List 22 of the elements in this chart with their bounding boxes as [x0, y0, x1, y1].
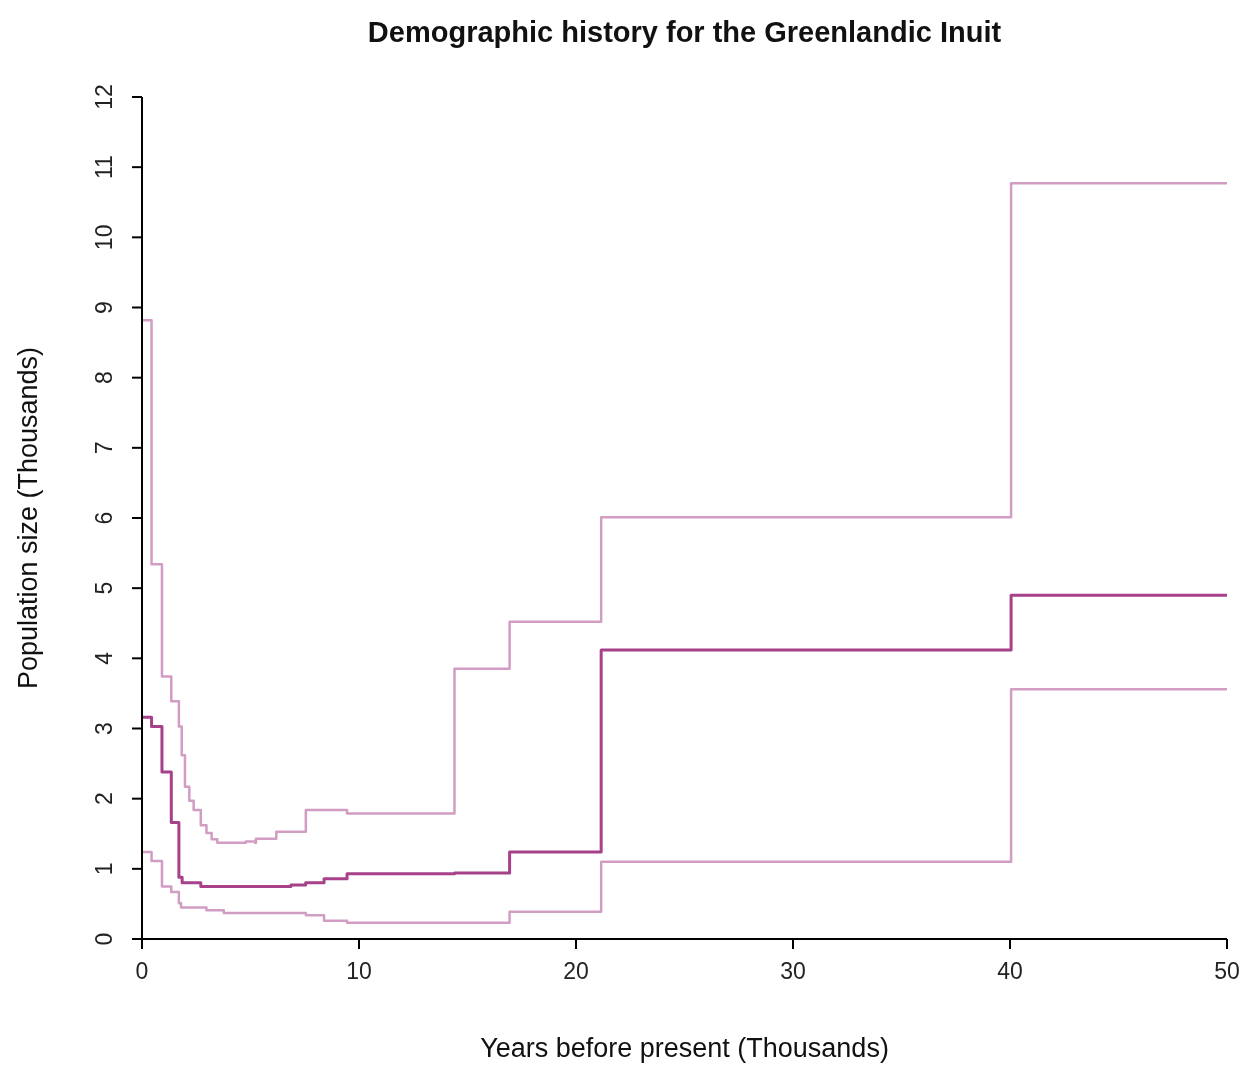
x-tick-label: 50: [1214, 958, 1240, 985]
chart-title: Demographic history for the Greenlandic Inuit: [366, 16, 1003, 49]
x-tick-label: 40: [997, 958, 1023, 985]
y-tick-label: 0: [91, 932, 117, 946]
y-tick-label: 7: [91, 441, 117, 455]
y-tick-label: 9: [91, 301, 117, 314]
y-tick-label: 8: [91, 371, 117, 385]
y-tick-label: 2: [91, 792, 117, 806]
y-axis-title: Population size (Thousands): [12, 346, 44, 690]
y-tick-label: 4: [91, 651, 117, 665]
y-tick-label: 3: [91, 722, 117, 735]
y-tick-label: 6: [91, 511, 117, 525]
x-axis-title: Years before present (Thousands): [479, 1033, 890, 1064]
x-tick-label: 10: [346, 958, 372, 985]
y-tick-label: 10: [91, 224, 117, 251]
x-tick-label: 20: [563, 958, 589, 985]
x-tick-label: 0: [135, 958, 149, 985]
y-tick-label: 12: [91, 84, 117, 110]
x-tick-label: 30: [780, 958, 806, 985]
y-tick-label: 5: [91, 581, 117, 595]
y-tick-label: 11: [91, 155, 117, 180]
y-tick-label: 1: [91, 862, 117, 876]
